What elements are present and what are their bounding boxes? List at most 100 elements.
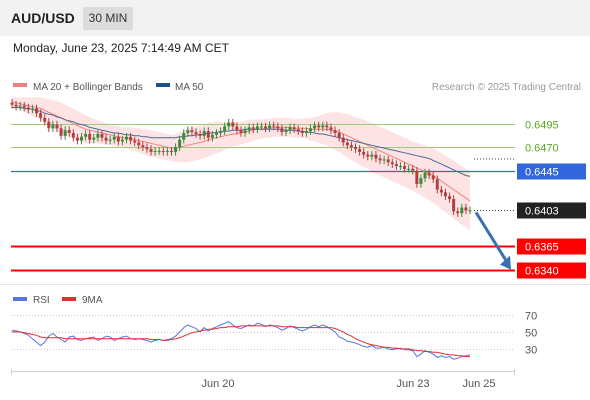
candle-body: [35, 108, 39, 114]
candle-body: [39, 113, 43, 118]
candle: [198, 130, 202, 140]
candle: [349, 141, 353, 151]
candle-body: [374, 154, 378, 159]
pivot-label-box: [517, 163, 586, 180]
candle-body: [284, 130, 288, 133]
candle: [30, 104, 34, 114]
bollinger-band-area: [12, 96, 470, 231]
candle: [403, 162, 407, 173]
candle-body: [460, 207, 464, 214]
candle-body: [133, 140, 137, 143]
candle-body: [362, 151, 366, 155]
candle: [35, 104, 39, 117]
candle: [165, 147, 169, 156]
candle: [120, 135, 124, 146]
support-label-box-5: [517, 262, 586, 279]
candle-body: [292, 127, 296, 130]
candle: [452, 195, 456, 216]
candle-body: [239, 130, 243, 134]
rsi-tick-30: 30: [525, 345, 537, 357]
candle-body: [30, 108, 34, 110]
candle-body: [55, 124, 59, 129]
candle-body: [317, 125, 321, 128]
timeframe-badge[interactable]: 30 MIN: [83, 7, 133, 30]
candle: [243, 126, 247, 137]
candle: [161, 147, 165, 156]
candle: [231, 118, 235, 131]
resistance-label-0: 0.6495: [525, 120, 559, 132]
candle: [206, 127, 210, 142]
candle-body: [452, 199, 456, 212]
candle: [43, 114, 47, 126]
candle-body: [157, 150, 161, 152]
candle-body: [108, 139, 112, 141]
legend-main: MA 20 + Bollinger Bands MA 50 Research ©…: [13, 82, 581, 93]
candle: [317, 121, 321, 132]
candle-body: [186, 130, 190, 134]
candle-body: [141, 145, 145, 148]
candle: [309, 124, 313, 135]
candle: [329, 123, 333, 134]
candle: [419, 174, 423, 188]
candle-body: [137, 142, 141, 146]
candle: [386, 155, 390, 167]
candle-body: [259, 126, 263, 128]
candle-body: [47, 121, 51, 129]
candle-body: [415, 170, 419, 184]
candle: [259, 122, 263, 131]
candle: [415, 166, 419, 188]
candle: [84, 130, 88, 141]
candle-body: [280, 128, 284, 133]
candle-body: [443, 192, 447, 197]
candle-body: [354, 147, 357, 150]
candle: [178, 135, 182, 151]
candle-body: [272, 125, 276, 127]
candle-body: [349, 145, 353, 148]
projection-arrow-head: [500, 255, 511, 270]
candle: [313, 121, 317, 133]
candle-body: [427, 172, 431, 176]
candle: [22, 101, 26, 112]
rsi-line: [11, 321, 471, 360]
candle-body: [219, 131, 223, 134]
candle: [39, 109, 43, 122]
candle-body: [390, 162, 394, 165]
candle-body: [112, 136, 116, 140]
resistance-label-1: 0.6470: [525, 143, 559, 155]
x-axis: Jun 20 Jun 23 Jun 25: [11, 369, 515, 390]
current-price-label: 0.6403: [525, 206, 559, 218]
candle-body: [100, 133, 104, 138]
rsi-tick-70: 70: [525, 311, 537, 323]
candle: [145, 143, 149, 153]
candle: [26, 103, 30, 114]
candle-body: [96, 133, 100, 138]
credit-text: Research © 2025 Trading Central: [432, 82, 581, 93]
candle-body: [448, 196, 452, 200]
candle: [325, 121, 329, 132]
candle: [129, 133, 133, 145]
candle-body: [345, 142, 349, 146]
candle-body: [92, 137, 96, 140]
candle-body: [309, 128, 313, 132]
candle-body: [214, 133, 218, 135]
candle: [202, 127, 206, 140]
candle: [47, 117, 51, 133]
candle-body: [251, 127, 255, 130]
candle: [239, 126, 243, 137]
candle: [276, 122, 280, 133]
candle-body: [407, 168, 411, 170]
candles: [10, 99, 472, 217]
candle-body: [145, 147, 149, 150]
candle: [398, 162, 402, 170]
candle: [411, 165, 415, 175]
candle: [370, 150, 374, 161]
candle: [268, 121, 272, 133]
candle-body: [59, 128, 63, 136]
candle: [210, 131, 214, 142]
candle: [251, 123, 255, 134]
candle-body: [439, 189, 443, 193]
candle: [427, 168, 431, 180]
candle-body: [341, 137, 345, 143]
candle: [174, 143, 178, 156]
